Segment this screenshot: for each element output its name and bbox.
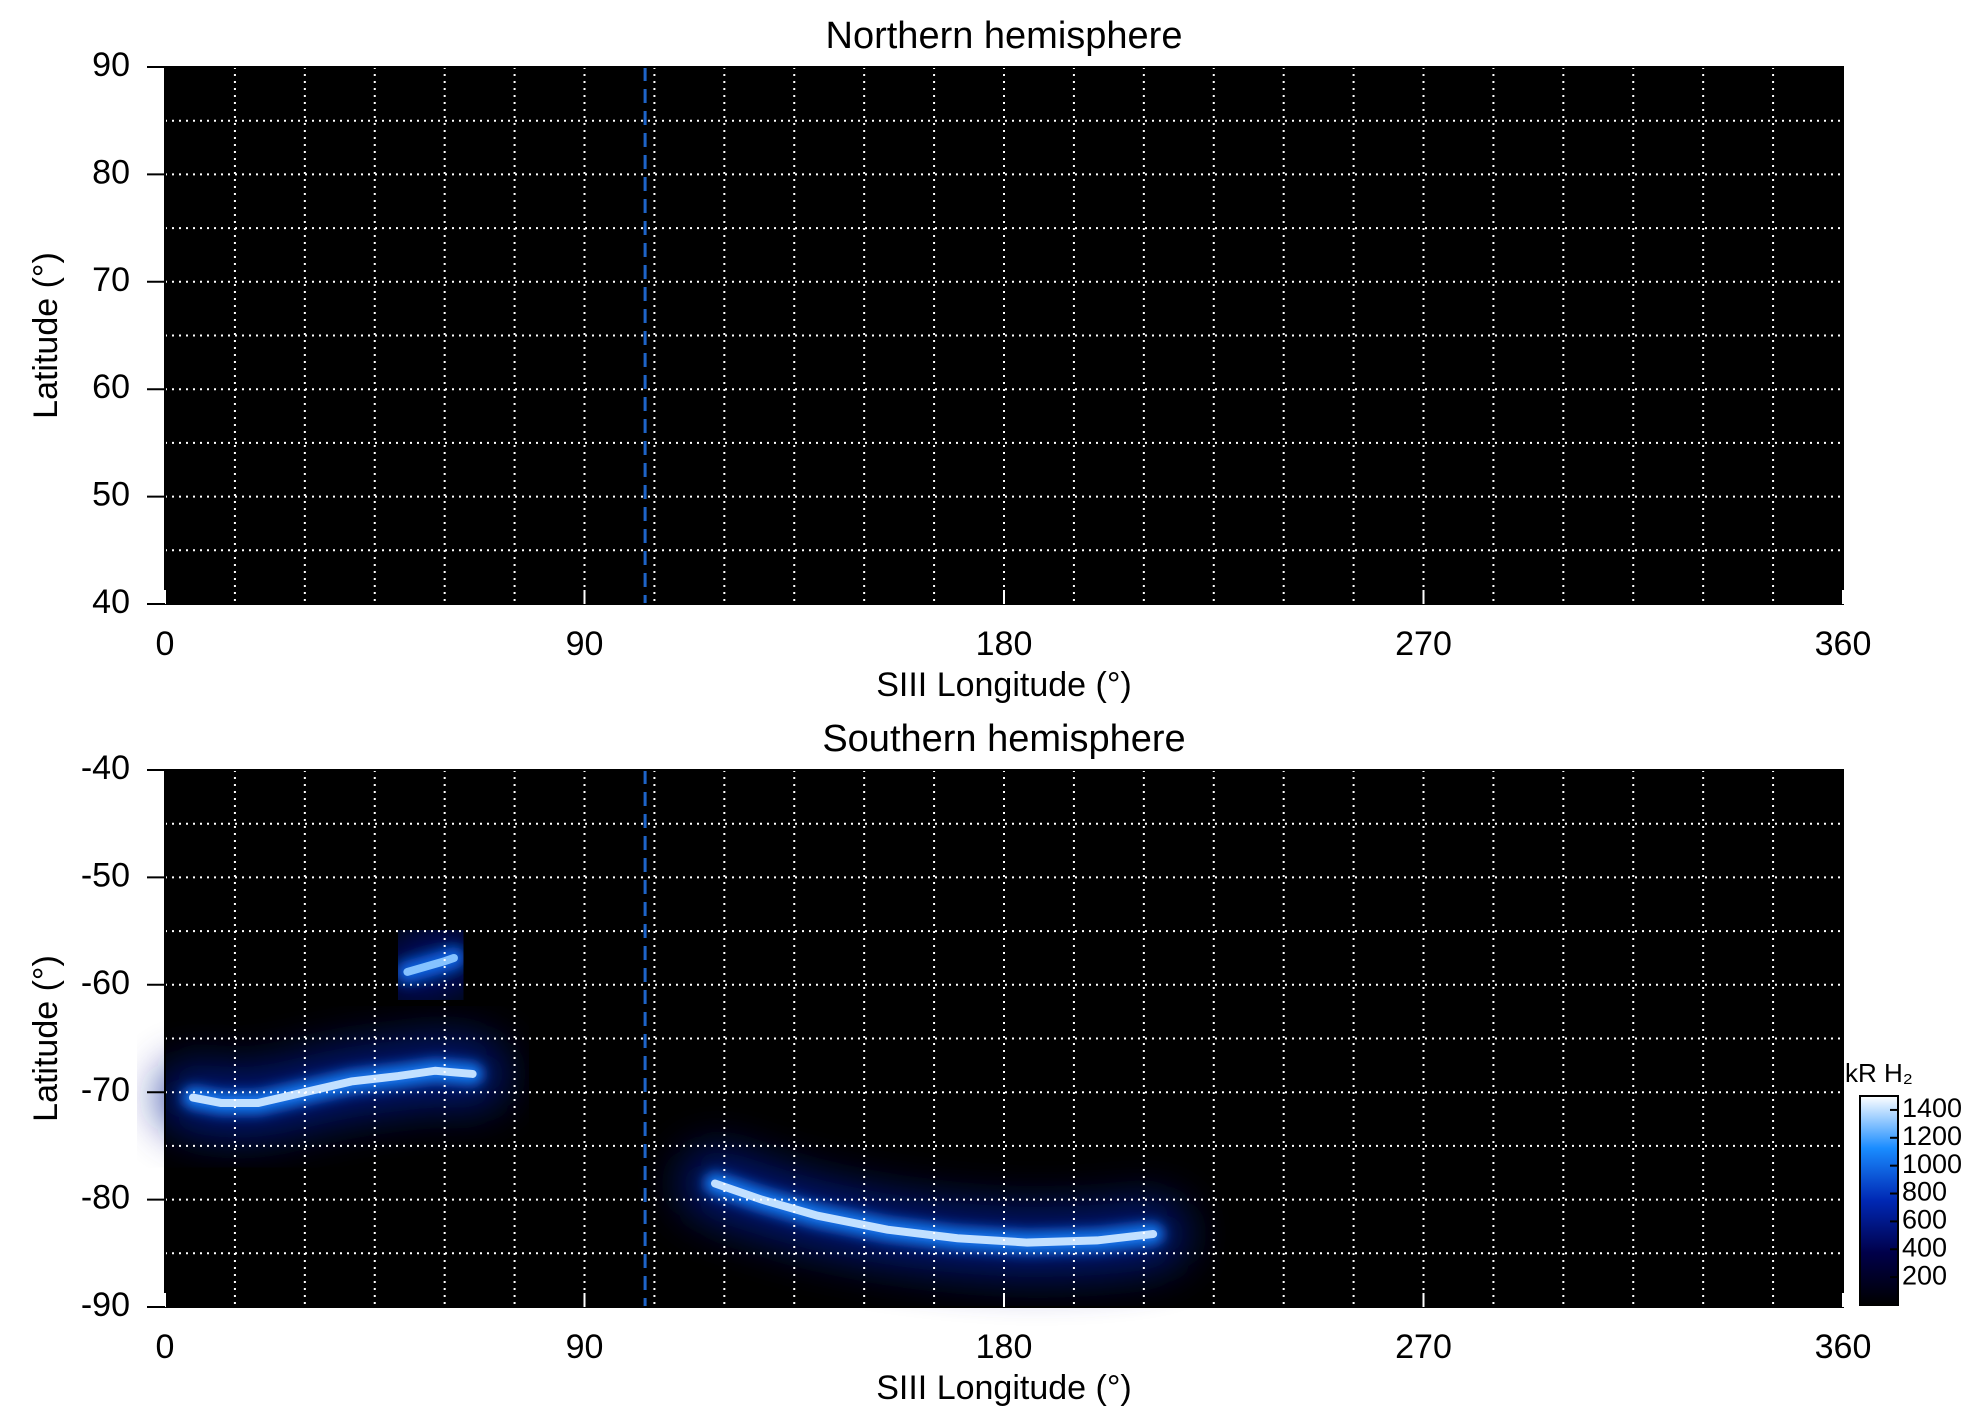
plot-area [165,67,1843,604]
y-tick-label: 50 [92,476,130,514]
y-tick-label: 40 [92,583,130,621]
x-tick-label: 180 [976,625,1033,663]
colorbar-tick-label: 200 [1902,1260,1947,1290]
y-tick-label: -40 [81,749,130,787]
colorbar-tick-label: 600 [1902,1205,1947,1235]
colorbar-tick-label: 1200 [1902,1121,1962,1151]
y-axis-label: Latitude (°) [27,955,65,1122]
x-tick-label: 360 [1815,1328,1872,1366]
x-tick-label: 270 [1395,625,1452,663]
colorbar-label: kR H₂ [1845,1058,1913,1088]
aurora-arc [711,1179,1158,1247]
x-axis-label: SIII Longitude (°) [876,1369,1132,1407]
y-tick-label: -50 [81,856,130,894]
y-tick-label: -70 [81,1071,130,1109]
panel-title: Southern hemisphere [822,718,1185,760]
colorbar-tick-label: 400 [1902,1232,1947,1262]
x-tick-label: 90 [566,625,604,663]
y-tick-label: -90 [81,1286,130,1324]
y-tick-label: 90 [92,46,130,84]
x-tick-label: 180 [976,1328,1033,1366]
x-axis-label: SIII Longitude (°) [876,666,1132,704]
y-tick-label: 80 [92,153,130,191]
aurora [157,922,1189,1278]
colorbar-tick-label: 1400 [1902,1093,1962,1123]
colorbar [1859,1095,1899,1306]
aurora-arc [188,1066,477,1107]
x-tick-label: 270 [1395,1328,1452,1366]
x-tick-label: 360 [1815,625,1872,663]
y-tick-label: -60 [81,964,130,1002]
colorbar-tick-label: 800 [1902,1177,1947,1207]
y-tick-label: -80 [81,1179,130,1217]
y-tick-label: 60 [92,368,130,406]
x-tick-label: 90 [566,1328,604,1366]
x-tick-label: 0 [156,625,175,663]
panel-title: Northern hemisphere [826,15,1183,57]
colorbar-tick-label: 1000 [1902,1149,1962,1179]
y-tick-label: 70 [92,261,130,299]
y-axis-label: Latitude (°) [27,252,65,419]
aurora-arc [403,953,458,976]
x-tick-label: 0 [156,1328,175,1366]
